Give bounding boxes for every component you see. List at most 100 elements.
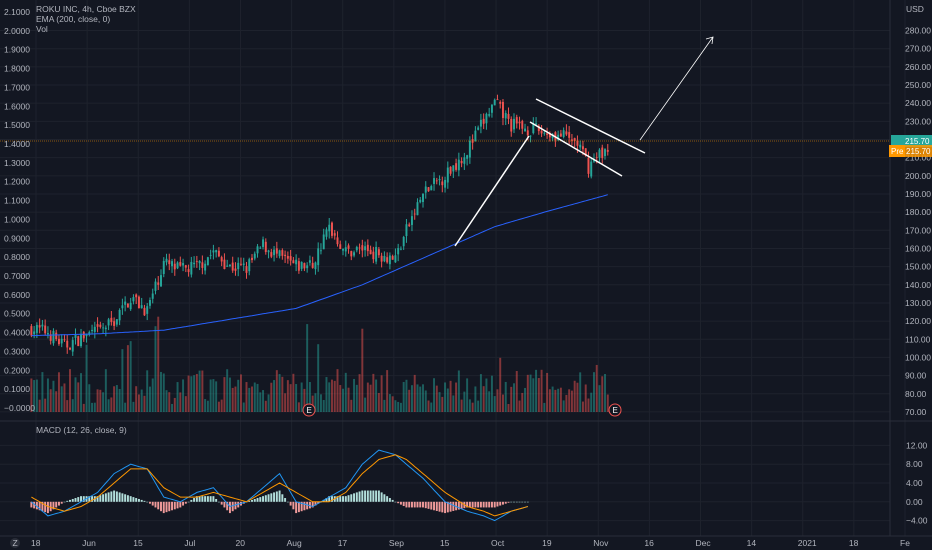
time-axis[interactable]: 18 Jun 15 Jul 20 Aug 17 Sep 15 Oct 19 Nov 16 Dec 14 202… xyxy=(31,538,910,548)
last-price-badge: 215.70 xyxy=(891,135,932,147)
volume-bar xyxy=(595,364,598,412)
candle-body xyxy=(339,244,342,250)
candle-body xyxy=(55,332,58,340)
volume-bar xyxy=(264,400,267,412)
volume-bar xyxy=(146,370,149,412)
macd-hist-bar xyxy=(104,493,107,502)
candle-body xyxy=(143,307,146,316)
candle-body xyxy=(496,99,499,101)
volume-bar xyxy=(104,369,107,412)
candle-body xyxy=(179,262,182,266)
candle-body xyxy=(275,248,278,254)
macd-hist-bar xyxy=(510,501,513,503)
macd-hist-bar xyxy=(501,501,504,505)
macd-hist-bar xyxy=(264,495,267,502)
volume-bar xyxy=(333,380,336,412)
volume-bar xyxy=(162,373,165,412)
candle-body xyxy=(513,118,515,130)
macd-hist-bar xyxy=(402,501,405,507)
macd-hist-bar xyxy=(496,501,499,507)
candle-body xyxy=(526,130,529,136)
macd-hist-bar xyxy=(129,496,132,502)
earnings-marker-upcoming[interactable]: E xyxy=(608,403,622,417)
macd-hist-bar xyxy=(477,501,480,508)
candle-body xyxy=(154,281,157,291)
macd-hist-bar xyxy=(479,501,482,508)
macd-hist-bar xyxy=(173,501,176,510)
candle-body xyxy=(239,263,242,265)
price-tick-label: 190.00 xyxy=(905,189,931,199)
volume-bar xyxy=(444,382,447,412)
macd-hist-bar xyxy=(441,501,444,513)
macd-axis[interactable]: 12.00 8.00 4.00 0.00 −4.00 xyxy=(906,440,928,525)
volume-tick-label: 0.7000 xyxy=(4,271,30,281)
earnings-marker[interactable]: E xyxy=(302,403,316,417)
volume-bar xyxy=(532,378,535,412)
candle-body xyxy=(543,132,546,134)
candle-body xyxy=(209,254,212,256)
candle-body xyxy=(88,332,91,335)
volume-bar xyxy=(344,372,347,412)
candle-body xyxy=(248,259,251,272)
macd-hist-bar xyxy=(471,501,474,508)
candle-body xyxy=(490,104,493,113)
volume-bar xyxy=(245,382,248,412)
volume-bar xyxy=(215,381,218,412)
candle-body xyxy=(430,186,433,191)
candle-body xyxy=(377,249,380,256)
macd-hist-bar xyxy=(292,501,295,510)
macd-hist-bar xyxy=(331,496,333,502)
price-axis[interactable]: 280.00270.00260.00250.00240.00230.00220.… xyxy=(905,26,931,417)
zoom-button[interactable]: Z xyxy=(10,538,20,548)
volume-bar xyxy=(129,341,132,412)
macd-hist-bar xyxy=(273,492,276,502)
macd-hist-bar xyxy=(157,501,160,510)
macd-hist-bar xyxy=(281,494,284,502)
macd-hist-bar xyxy=(295,501,298,514)
macd-hist-bar xyxy=(187,501,190,503)
candle-body xyxy=(295,259,298,265)
volume-bar xyxy=(82,403,85,412)
price-tick-label: 240.00 xyxy=(905,98,931,108)
currency-label[interactable]: USD xyxy=(906,4,924,14)
ema-legend[interactable]: EMA (200, close, 0) xyxy=(36,14,110,24)
macd-hist-bar xyxy=(110,491,113,502)
volume-bar xyxy=(201,370,204,412)
macd-histogram xyxy=(30,490,529,514)
macd-legend[interactable]: MACD (12, 26, close, 9) xyxy=(36,425,127,435)
macd-hist-bar xyxy=(190,499,193,502)
macd-hist-bar xyxy=(286,501,289,503)
candle-body xyxy=(416,202,419,216)
vol-legend[interactable]: Vol xyxy=(36,24,48,34)
annotations[interactable] xyxy=(454,36,714,247)
macd-hist-bar xyxy=(49,501,52,512)
macd-hist-bar xyxy=(419,501,422,508)
macd-hist-bar xyxy=(215,498,218,502)
candle-body xyxy=(63,339,66,341)
macd-hist-bar xyxy=(38,501,41,511)
candle-body xyxy=(99,324,102,327)
candle-body xyxy=(198,261,201,264)
candle-body xyxy=(405,224,408,237)
volume-bar xyxy=(377,392,380,412)
candles[interactable] xyxy=(30,94,609,356)
volume-bar xyxy=(496,389,499,412)
candle-body xyxy=(66,340,69,348)
candle-body xyxy=(135,294,138,298)
macd-hist-bar xyxy=(413,501,416,508)
volume-bar xyxy=(479,374,482,412)
candle-body xyxy=(102,327,105,329)
volume-bar xyxy=(91,402,94,412)
volume-bar xyxy=(157,316,160,412)
volume-bar xyxy=(410,385,413,412)
volume-bar xyxy=(430,402,433,412)
candle-body xyxy=(273,249,276,256)
macd-tick-label: −4.00 xyxy=(906,516,928,526)
candle-body xyxy=(361,245,364,251)
candle-body xyxy=(124,301,127,305)
macd-hist-bar xyxy=(165,501,168,513)
macd-hist-bar xyxy=(60,501,63,504)
volume-bar xyxy=(63,383,66,412)
symbol-header[interactable]: ROKU INC, 4h, Cboe BZX xyxy=(36,4,136,14)
